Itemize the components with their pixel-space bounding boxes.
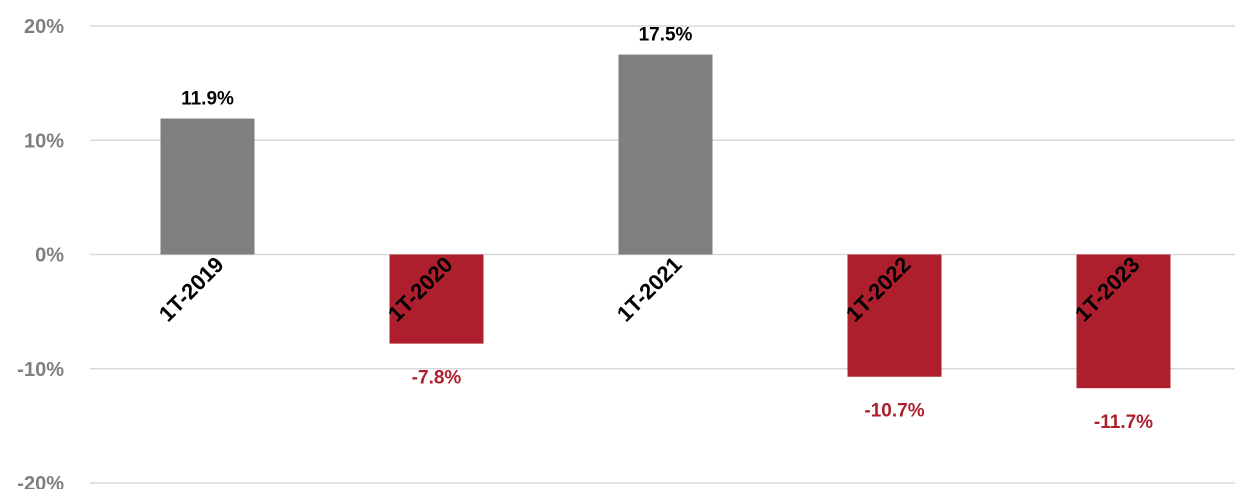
y-tick-label: -20% xyxy=(17,473,64,489)
bar xyxy=(389,254,484,344)
bar xyxy=(618,54,713,255)
y-tick-label: 20% xyxy=(24,16,64,38)
data-label: 17.5% xyxy=(639,25,693,46)
bar xyxy=(847,254,942,377)
bars xyxy=(160,54,1171,389)
x-tick-label: 1T-2021 xyxy=(612,252,687,327)
x-axis-ticks: 1T-2019 1T-2020 1T-2021 1T-2022 1T-2023 xyxy=(154,252,1145,327)
data-label: -7.8% xyxy=(412,368,462,389)
data-label: 11.9% xyxy=(181,89,234,110)
y-tick-label: -10% xyxy=(17,359,64,381)
y-tick-label: 10% xyxy=(24,130,64,152)
data-label: -10.7% xyxy=(864,401,924,422)
data-labels: 11.9% -7.8% 17.5% -10.7% -11.7% xyxy=(181,25,1153,434)
data-label: -11.7% xyxy=(1094,412,1153,433)
y-axis-ticks: 20% 10% 0% -10% -20% xyxy=(17,16,64,489)
x-tick-label: 1T-2019 xyxy=(154,252,229,327)
bar xyxy=(160,118,255,255)
bar xyxy=(1076,254,1171,389)
y-tick-label: 0% xyxy=(35,245,64,267)
